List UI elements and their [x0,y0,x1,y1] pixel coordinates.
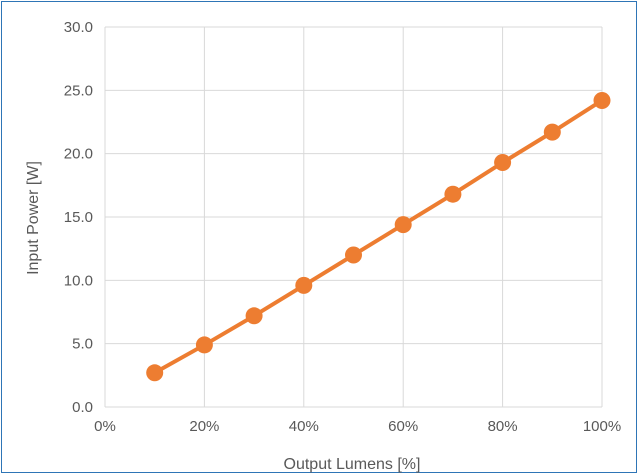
y-tick-label: 5.0 [72,336,93,353]
x-tick-label: 40% [289,418,319,435]
data-point [593,91,611,109]
data-point [146,364,164,382]
y-tick-label: 25.0 [64,82,93,99]
y-tick-label: 0.0 [72,399,93,416]
y-tick-label: 10.0 [64,272,93,289]
data-point [494,154,512,172]
x-axis-ticks: 0% 20% 40% 60% 80% 100% [94,418,621,435]
y-axis-ticks: 0.0 5.0 10.0 15.0 20.0 25.0 30.0 [64,19,93,416]
series [146,91,611,382]
y-tick-label: 15.0 [64,209,93,226]
x-tick-label: 60% [388,418,418,435]
x-tick-label: 20% [189,418,219,435]
x-tick-label: 80% [488,418,518,435]
data-point [195,336,213,354]
data-point [245,307,263,325]
x-axis-title: Output Lumens [%] [284,456,421,473]
data-point [444,185,462,203]
y-axis-title: Input Power [W] [25,161,42,275]
data-point [543,123,561,141]
x-tick-label: 0% [94,418,116,435]
data-point [295,276,313,294]
series-line [152,98,604,375]
y-tick-label: 20.0 [64,146,93,163]
gridlines [104,26,603,408]
data-point [345,246,362,264]
x-tick-label: 100% [583,418,621,435]
data-point [394,216,412,234]
y-tick-label: 30.0 [64,19,93,36]
